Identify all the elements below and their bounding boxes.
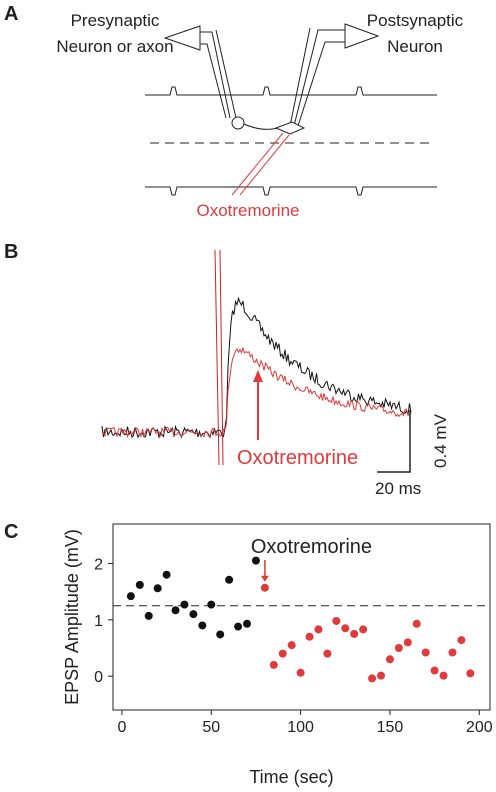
point <box>135 580 144 589</box>
drug-label: Oxotremorine <box>197 201 300 220</box>
point <box>430 666 439 675</box>
point <box>457 636 466 645</box>
point <box>332 616 341 625</box>
panel-label: B <box>4 241 18 263</box>
point <box>162 570 171 579</box>
point <box>144 611 153 620</box>
point <box>287 641 296 650</box>
point <box>341 624 350 633</box>
stim-artifact <box>219 249 224 466</box>
stim-artifact <box>214 249 220 466</box>
point <box>323 649 332 658</box>
point <box>439 671 448 680</box>
post-label: Postsynaptic <box>367 11 464 30</box>
x-axis-label: Time (sec) <box>249 767 333 787</box>
point <box>305 632 314 641</box>
point <box>243 619 252 628</box>
point <box>207 600 216 609</box>
x-tick-label: 0 <box>117 719 126 736</box>
trace <box>101 296 412 440</box>
point <box>350 629 359 638</box>
point <box>153 584 162 593</box>
point <box>260 583 269 592</box>
scale-label: 20 ms <box>375 479 421 498</box>
x-tick-label: 100 <box>287 719 314 736</box>
pre-label: Presynaptic <box>71 11 160 30</box>
point <box>234 622 243 631</box>
panel-label: A <box>4 3 18 25</box>
x-tick-label: 200 <box>466 719 493 736</box>
schematic <box>145 23 437 196</box>
point <box>368 674 377 683</box>
post-label: Neuron <box>387 37 443 56</box>
scale-bar <box>377 410 411 473</box>
point <box>421 648 430 657</box>
scatter-chart: 0 50 100 150 200 0 1 2 Time (sec) EPSP Amplitude … <box>62 523 493 787</box>
drug-label: Oxotremorine <box>237 447 358 469</box>
scale-label: 0.4 mV <box>431 413 450 468</box>
point <box>466 669 475 678</box>
y-tick-label: 2 <box>94 556 103 573</box>
point <box>251 556 260 565</box>
x-tick-label: 150 <box>377 719 404 736</box>
point <box>377 671 386 680</box>
point <box>269 660 278 669</box>
point <box>359 625 368 634</box>
point <box>412 619 421 628</box>
annotation: Oxotremorine <box>251 536 372 558</box>
point <box>394 644 403 652</box>
point <box>385 655 394 664</box>
trace <box>101 346 412 439</box>
x-tick-label: 50 <box>202 719 220 736</box>
panel-label: C <box>4 521 18 543</box>
point <box>171 606 180 615</box>
plot-frame <box>112 523 491 711</box>
y-axis-label: EPSP Amplitude (mV) <box>62 529 82 705</box>
point <box>198 621 207 630</box>
arrow-head <box>253 370 263 382</box>
point <box>225 575 234 584</box>
point <box>126 592 135 601</box>
point <box>296 668 305 677</box>
traces <box>101 296 412 440</box>
pre-label: Neuron or axon <box>56 37 173 56</box>
point <box>448 648 457 657</box>
point <box>180 600 189 609</box>
point <box>216 630 225 639</box>
point <box>403 638 412 647</box>
y-tick-label: 1 <box>94 613 103 630</box>
y-tick-label: 0 <box>94 669 103 686</box>
point <box>189 610 198 619</box>
point <box>278 649 287 658</box>
point <box>314 625 323 634</box>
annotation-arrow-head <box>260 575 269 582</box>
